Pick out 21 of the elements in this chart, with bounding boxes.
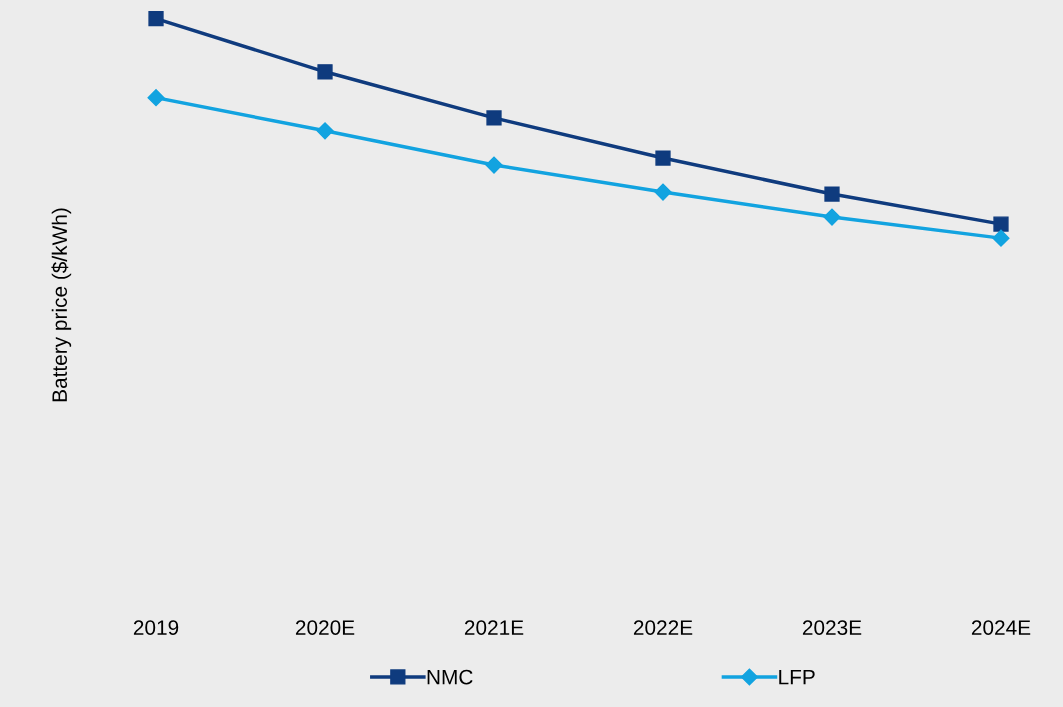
point [148,11,164,27]
x-tick-label: 2024E [971,620,1031,635]
point [993,216,1009,232]
legend-label: NMC [427,669,473,685]
x-tick-label: 2019 [133,620,179,635]
legend-label: LFP [779,669,815,685]
point [655,150,671,166]
x-tick-label: 2020E [295,620,355,635]
point [992,229,1010,247]
point [654,183,672,201]
point [823,208,841,226]
x-tick-label: 2023E [802,620,862,635]
point [824,186,840,202]
y-axis-title: Battery price ($/kWh) [51,208,72,402]
x-tick-label: 2022E [633,620,693,635]
point [317,64,333,80]
point [316,122,334,140]
x-tick-label: 2021E [464,620,524,635]
point [485,156,503,174]
point [147,89,165,107]
point [486,110,502,126]
